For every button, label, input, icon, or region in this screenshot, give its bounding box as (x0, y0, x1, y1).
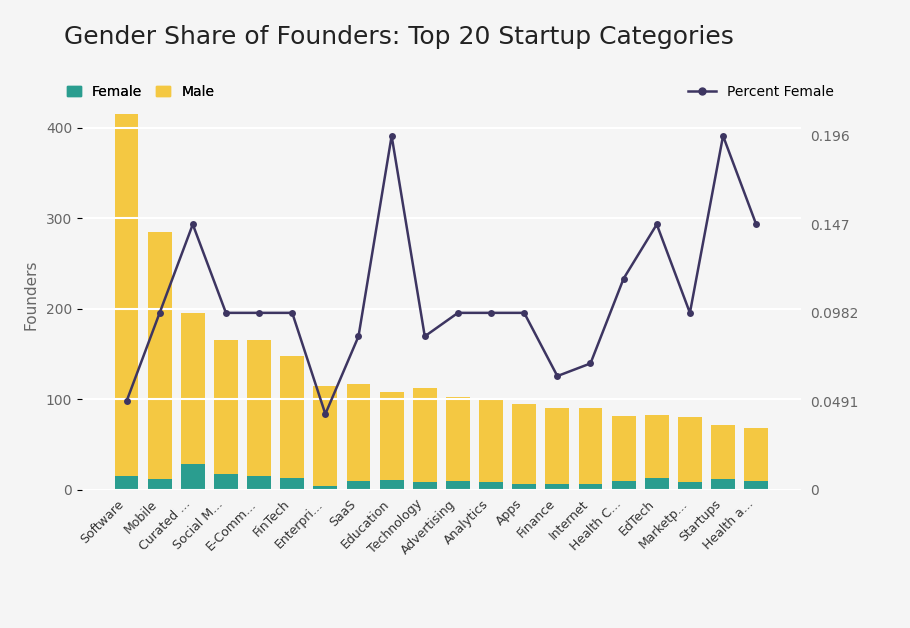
Bar (147, 232, 172, 479)
Bar (446, 396, 470, 481)
Bar (214, 340, 238, 474)
Bar (480, 399, 503, 482)
Bar (313, 486, 338, 490)
Bar (579, 408, 602, 484)
Bar (214, 474, 238, 490)
Bar (744, 428, 768, 481)
Bar (678, 418, 702, 482)
Bar (248, 340, 271, 476)
Bar (512, 404, 536, 484)
Bar (612, 481, 635, 490)
Bar (579, 484, 602, 490)
Bar (413, 389, 437, 482)
Bar (379, 480, 403, 490)
Legend: Female, Male: Female, Male (62, 79, 220, 104)
Bar (280, 356, 304, 478)
Bar (347, 384, 370, 481)
Bar (347, 481, 370, 490)
Bar (512, 484, 536, 490)
Bar (115, 476, 138, 490)
Bar (711, 479, 735, 490)
Bar (711, 425, 735, 479)
Bar (280, 478, 304, 490)
Bar (379, 392, 403, 480)
Bar (147, 479, 172, 490)
Bar (545, 408, 570, 484)
Bar (545, 484, 570, 490)
Bar (181, 313, 205, 465)
Bar (115, 114, 138, 476)
Bar (645, 478, 669, 490)
Bar (678, 482, 702, 490)
Bar (612, 416, 635, 481)
Legend: Percent Female: Percent Female (682, 79, 839, 104)
Bar (446, 481, 470, 490)
Bar (480, 482, 503, 490)
Bar (181, 465, 205, 490)
Y-axis label: Founders: Founders (24, 260, 39, 330)
Bar (413, 482, 437, 490)
Bar (313, 386, 338, 486)
Bar (744, 481, 768, 490)
Bar (248, 476, 271, 490)
Text: Gender Share of Founders: Top 20 Startup Categories: Gender Share of Founders: Top 20 Startup… (64, 25, 733, 49)
Bar (645, 414, 669, 478)
